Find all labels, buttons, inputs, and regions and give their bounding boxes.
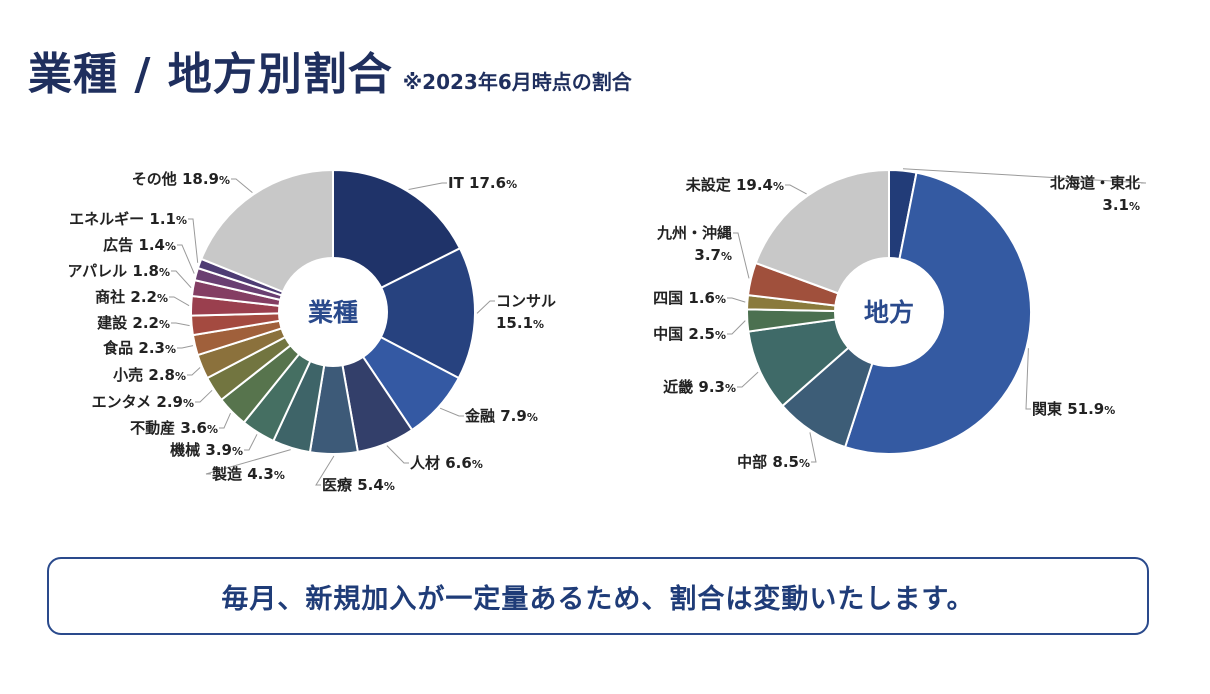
charts-canvas: IT 17.6% コンサル 15.1% 金融 7.9% 人材 6.6% 医療 5.4% 製造… [67,168,1147,494]
leader-line-0-16 [231,178,253,193]
leader-line-1-6 [733,232,750,279]
page-title: 業種 / 地方別割合 ※2023年6月時点の割合 [28,38,632,102]
leader-line-0-6 [244,434,258,451]
pie-hole-0 [278,257,388,367]
leader-line-0-3 [386,445,409,464]
pie-hole-1 [834,257,944,367]
leader-line-1-4 [727,320,746,335]
slice-label-0-9: 小売 2.8% [113,366,186,384]
slice-label-1-7: 未設定 19.4% [685,176,784,194]
slice-label-1-1: 関東 51.9% [1032,400,1115,418]
slice-label-0-2: 金融 7.9% [464,407,538,425]
slice-label-1-2: 中部 8.5% [737,453,810,471]
slice-label-0-12: 商社 2.2% [95,288,168,306]
pie-center-title-0: 業種 [308,298,358,327]
leader-line-1-3 [737,371,759,388]
slice-label-0-6: 機械 3.9% [170,441,243,459]
page-title-text: 業種 / 地方別割合 [28,49,393,100]
leader-line-0-15 [188,218,199,263]
slice-label-0-7: 不動産 3.6% [130,419,218,437]
slice-label-1-3: 近畿 9.3% [663,378,736,396]
leader-line-1-1 [1025,348,1031,410]
slice-label-0-1: コンサル [496,292,556,310]
leader-line-1-2 [809,432,817,463]
slice-label-1-5: 四国 1.6% [653,289,726,307]
leader-line-0-14 [177,244,195,274]
pie-center-title-1: 地方 [864,298,914,327]
slice-label-0-14: 広告 1.4% [103,236,176,254]
leader-line-0-11 [171,322,190,327]
leader-line-1-5 [727,297,746,303]
leader-line-0-4 [315,455,335,486]
leader-line-0-1 [476,300,495,314]
leader-line-1-0 [902,168,1147,184]
slice-label-0-10: 食品 2.3% [103,339,176,357]
slice-label-0-0: IT 17.6% [448,174,517,192]
slice-label-0-13: アパレル 1.8% [67,262,170,280]
leader-line-1-7 [785,184,807,195]
leader-line-0-2 [439,407,464,417]
slice-label-0-3: 人材 6.6% [410,454,483,472]
footer-text: 毎月、新規加入が一定量あるため、割合は変動いたします。 [221,583,975,615]
leader-line-0-10 [177,345,194,349]
leader-line-0-8 [195,389,213,403]
slice-label-1-6: 九州・沖縄 [656,224,732,242]
leader-line-0-13 [171,270,192,289]
slice-value-1-6: 3.7% [694,246,732,264]
slice-label-0-15: エネルギー 1.1% [69,210,187,228]
footer-notice: 毎月、新規加入が一定量あるため、割合は変動いたします。 [47,557,1149,635]
pie-chart-1: 北海道・東北 3.1% 関東 51.9% 中部 8.5% 近畿 9.3% 中国 2.5% 四… [653,168,1147,471]
pie-0-slice-1 [330,246,476,380]
slice-label-1-4: 中国 2.5% [653,325,726,343]
leader-line-0-9 [187,367,201,376]
leader-line-0-7 [219,412,231,429]
slice-value-0-1: 15.1% [496,314,544,332]
slice-value-1-0: 3.1% [1102,196,1140,214]
date-note: ※2023年6月時点の割合 [402,70,632,94]
pie-chart-0: IT 17.6% コンサル 15.1% 金融 7.9% 人材 6.6% 医療 5.4% 製造… [67,168,556,494]
slice-label-0-5: 製造 4.3% [211,465,285,483]
slice-label-0-16: その他 18.9% [132,170,230,188]
slice-label-0-8: エンタメ 2.9% [92,393,194,411]
slice-label-0-4: 医療 5.4% [322,476,395,494]
leader-line-0-12 [169,296,190,307]
leader-line-0-5 [205,449,291,475]
slice-label-0-11: 建設 2.2% [97,314,170,332]
slice-label-1-0: 北海道・東北 [1050,174,1140,192]
leader-line-0-0 [408,182,447,190]
